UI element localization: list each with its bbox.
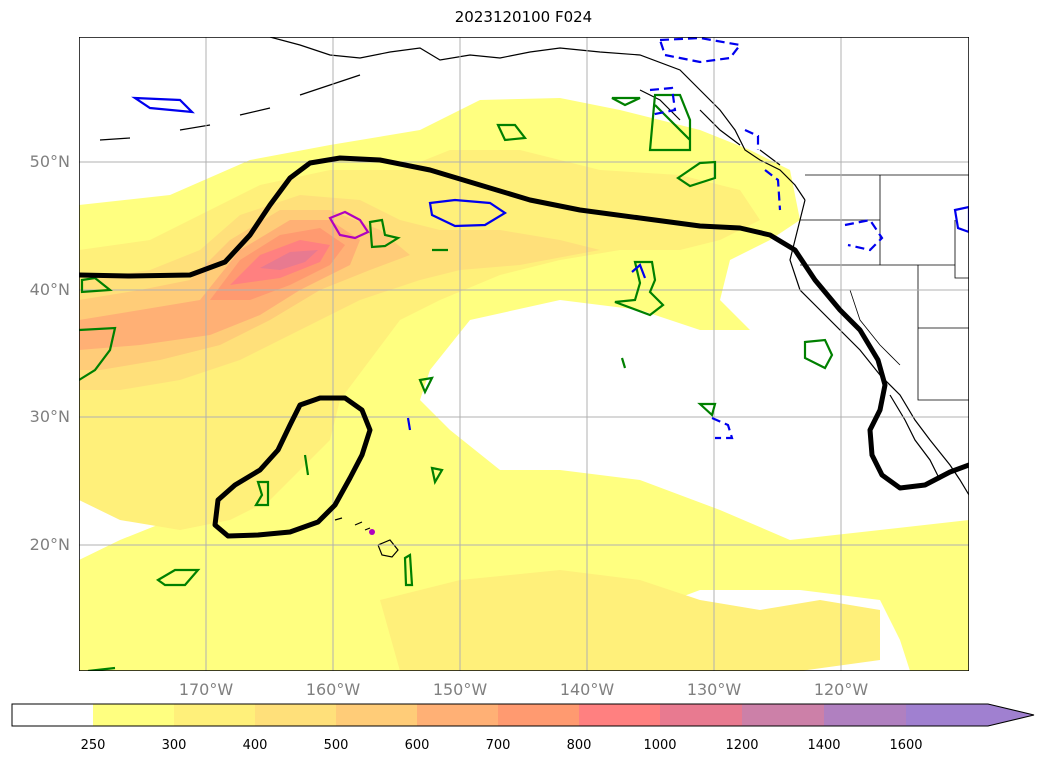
- lat-label-50n: 50°N: [29, 152, 70, 171]
- baja: [889, 394, 941, 481]
- colorbar-tick-1600: 1600: [889, 738, 923, 753]
- lon-label-170w: 170°W: [178, 680, 234, 699]
- colorbar-extend-arrow: [906, 704, 1034, 726]
- colorbar-tick-600: 600: [404, 738, 430, 753]
- state-lines: [800, 175, 969, 401]
- colorbar-seg-1: [93, 704, 174, 726]
- blue-dashed-contours: [649, 37, 884, 440]
- lon-label-150w: 150°W: [432, 680, 488, 699]
- colorbar-tick-300: 300: [161, 738, 187, 753]
- map-title: 2023120100 F024: [454, 8, 593, 26]
- green-contour-subtrop-b: [430, 466, 444, 486]
- green-contour-sw: [155, 568, 201, 587]
- colorbar-tick-500: 500: [323, 738, 349, 753]
- lon-label-160w: 160°W: [305, 680, 361, 699]
- green-contour-subtrop-a: [418, 376, 434, 395]
- colorbar-seg-0: [12, 704, 93, 726]
- aleutians: [99, 74, 361, 141]
- black-contour-jet-boundary: [79, 155, 969, 491]
- blue-dashed-gulf: [649, 86, 677, 117]
- colorbar-seg-10: [824, 704, 906, 726]
- colorbar-seg-4: [336, 704, 417, 726]
- blue-dashed-coast: [744, 129, 760, 150]
- colorbar-tick-400: 400: [242, 738, 268, 753]
- green-contour-north-a: [496, 123, 528, 142]
- colorbar-tick-1000: 1000: [643, 738, 677, 753]
- lon-label-120w: 120°W: [813, 680, 869, 699]
- lon-label-130w: 130°W: [686, 680, 742, 699]
- colorbar-tick-250: 250: [80, 738, 106, 753]
- green-contour-hawaii: [403, 553, 414, 587]
- black-contour-loop: [212, 395, 373, 539]
- state-borders: [800, 174, 969, 401]
- black-contours: [79, 155, 969, 539]
- green-contour-gulf: [648, 93, 692, 152]
- lat-label-40n: 40°N: [29, 280, 70, 299]
- green-contour-california: [803, 338, 834, 370]
- colorbar-tick-800: 800: [566, 738, 592, 753]
- shading-300-south: [380, 570, 880, 671]
- green-contour-north-b: [611, 96, 641, 107]
- blue-dashed-subtrop: [711, 416, 734, 440]
- colorbar-seg-9: [742, 704, 824, 726]
- green-contour-center: [614, 260, 665, 317]
- colorbar: [11, 703, 1035, 727]
- blue-dashed-bc: [764, 169, 782, 211]
- lon-label-140w: 140°W: [559, 680, 615, 699]
- hawaii-small-islands: [334, 517, 371, 531]
- green-contour-jet: [368, 218, 401, 249]
- colorbar-seg-7: [579, 704, 660, 726]
- blue-contour-east-edge: [953, 205, 969, 234]
- magenta-contour: [328, 210, 370, 240]
- colorbar-seg-5: [417, 704, 498, 726]
- green-contour-west-small: [80, 276, 113, 294]
- magenta-dot-hawaii: [369, 529, 375, 535]
- green-contour-loop: [254, 480, 270, 507]
- hawaii-big-island: [377, 539, 399, 558]
- alaska-coast: [269, 37, 806, 201]
- colorbar-seg-6: [498, 704, 579, 726]
- blue-dashed-us: [844, 218, 884, 252]
- blue-contour-small: [406, 263, 647, 431]
- map-plot-area: [79, 37, 969, 671]
- lat-label-20n: 20°N: [29, 535, 70, 554]
- colorbar-tick-1400: 1400: [807, 738, 841, 753]
- blue-contour-jet: [428, 198, 508, 228]
- blue-contours: [131, 96, 969, 431]
- colorbar-tick-700: 700: [485, 738, 511, 753]
- shading-1000: [260, 250, 318, 270]
- green-contour-west-edge: [79, 326, 117, 381]
- green-contours: [79, 93, 834, 671]
- colorbar-seg-8: [660, 704, 742, 726]
- shading-250-south-band: [230, 320, 430, 671]
- lat-label-30n: 30°N: [29, 407, 70, 426]
- colorbar-seg-3: [255, 704, 336, 726]
- green-contour-small: [87, 248, 717, 671]
- colorbar-tick-1200: 1200: [725, 738, 759, 753]
- colorbar-outline: [11, 703, 1035, 727]
- colorbar-seg-2: [174, 704, 255, 726]
- blue-contour-aleutian: [131, 96, 195, 114]
- green-contour-east: [676, 160, 717, 188]
